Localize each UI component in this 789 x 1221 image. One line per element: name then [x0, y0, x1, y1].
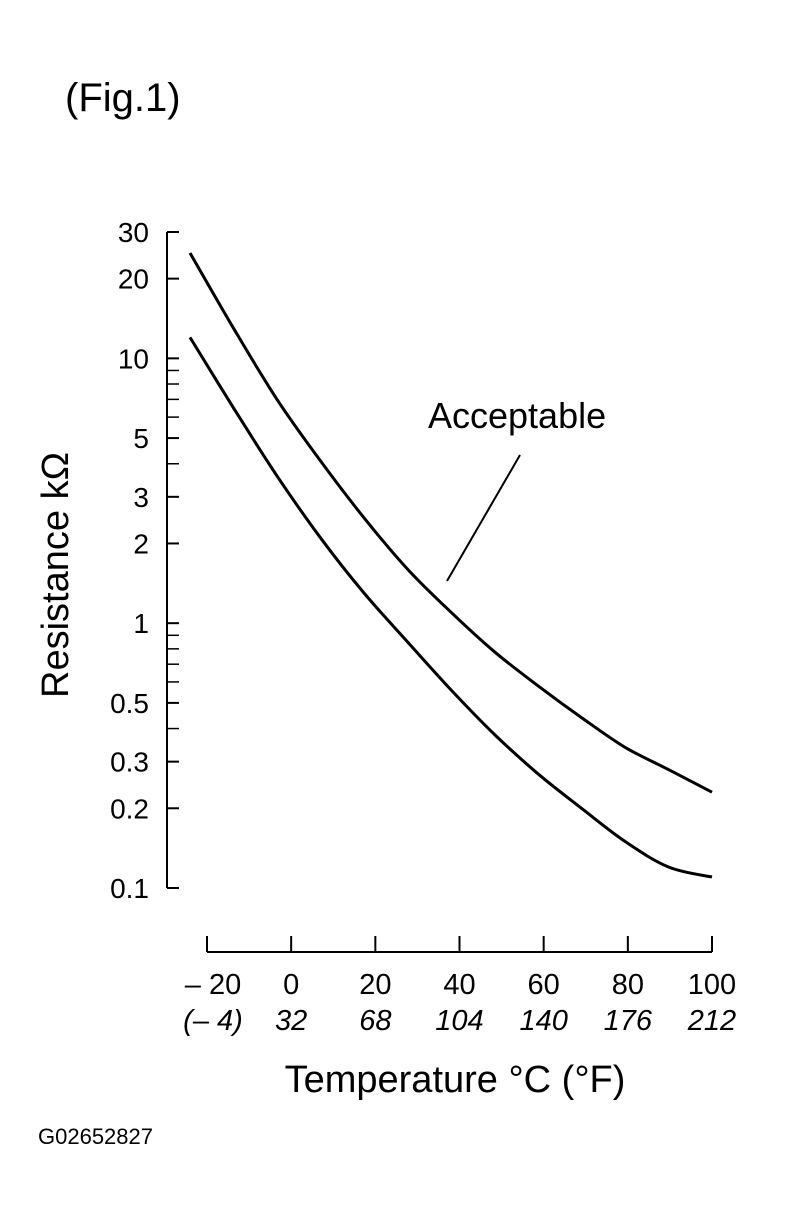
x-tick-label-celsius: 80: [612, 969, 644, 1001]
y-tick-label: 0.2: [110, 793, 149, 824]
x-tick-label-fahrenheit: 104: [435, 1005, 483, 1037]
x-tick-label-fahrenheit: 68: [359, 1005, 391, 1037]
figure-code: G02652827: [38, 1124, 153, 1149]
x-tick-label-fahrenheit: 140: [519, 1005, 567, 1037]
annotation-leader-line: [446, 454, 521, 582]
y-tick-label: 20: [118, 264, 149, 295]
x-tick-label-celsius: 0: [283, 969, 299, 1001]
y-tick-label: 0.1: [110, 873, 149, 904]
x-axis-label: Temperature °C (°F): [285, 1059, 626, 1101]
figure-label: (Fig.1): [65, 76, 181, 120]
x-axis: – 20 (– 4) 0 32 20 68 40 104 60 140 80 176 100 212: [183, 936, 736, 1037]
x-tick-label-fahrenheit: 32: [275, 1005, 307, 1037]
y-tick-label: 5: [133, 423, 149, 454]
y-tick-label: 10: [118, 343, 149, 374]
x-tick-label-celsius: – 20: [185, 969, 241, 1001]
x-tick-label-fahrenheit: (– 4): [183, 1005, 243, 1037]
x-tick-label-celsius: 20: [359, 969, 391, 1001]
y-axis-label: Resistance kΩ: [35, 452, 77, 698]
y-tick-label: 2: [133, 528, 149, 559]
y-tick-label: 3: [133, 482, 149, 513]
y-tick-label: 1: [133, 608, 149, 639]
lower-limit-curve: [188, 336, 713, 879]
y-tick-label: 0.5: [110, 688, 149, 719]
x-tick-label-celsius: 60: [528, 969, 560, 1001]
y-tick-label: 0.3: [110, 747, 149, 778]
upper-limit-curve: [188, 252, 713, 794]
y-tick-label: 30: [118, 217, 149, 248]
x-tick-label-celsius: 40: [443, 969, 475, 1001]
acceptable-annotation: Acceptable: [428, 395, 606, 436]
y-axis: 0.1 0.2 0.3 0.5 1 2 3 5 10 20 30: [110, 217, 179, 904]
plot-area: [188, 252, 713, 879]
x-tick-label-fahrenheit: 212: [687, 1005, 736, 1037]
x-tick-label-celsius: 100: [688, 969, 736, 1001]
x-tick-label-fahrenheit: 176: [604, 1005, 653, 1037]
